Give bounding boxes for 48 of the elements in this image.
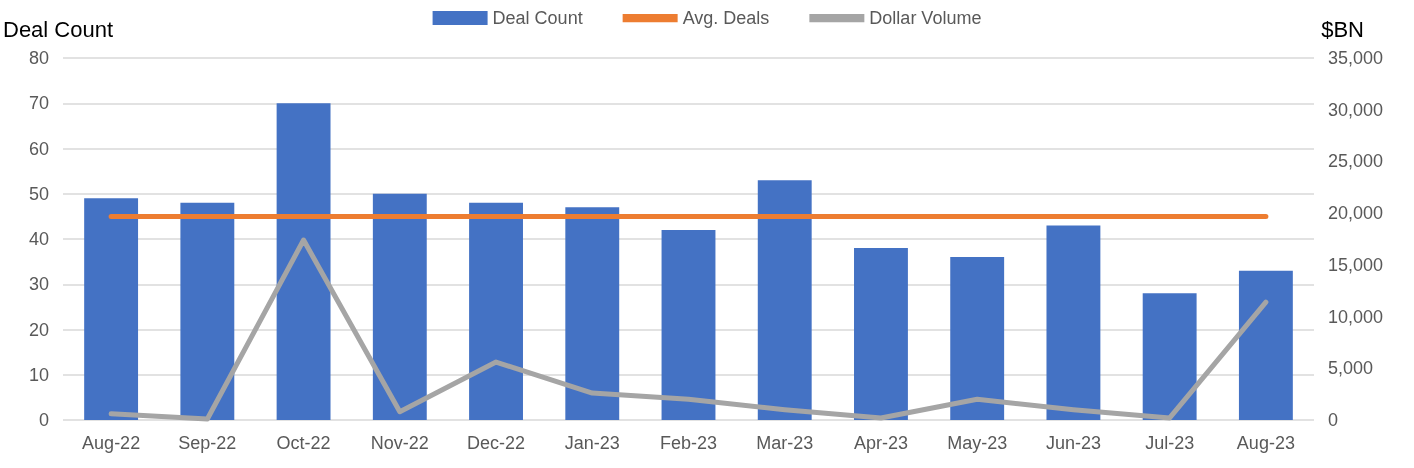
- legend-label: Deal Count: [492, 8, 583, 28]
- x-tick-label: Feb-23: [659, 433, 718, 453]
- y-tick-label: 20: [28, 319, 49, 340]
- bar: [372, 193, 427, 420]
- y2-tick-label: 35,000: [1328, 48, 1384, 68]
- y-tick-label: 50: [28, 183, 49, 204]
- bar: [1046, 225, 1101, 420]
- x-tick-label: Dec-22: [467, 433, 526, 453]
- legend-label: Avg. Deals: [682, 8, 770, 28]
- y2-tick-label: 15,000: [1328, 254, 1384, 275]
- bar: [661, 229, 716, 420]
- bar: [276, 103, 331, 420]
- y2-tick-label: 25,000: [1328, 151, 1384, 172]
- bar: [1238, 270, 1293, 420]
- y2-tick-label: 0: [1328, 410, 1339, 430]
- bar: [469, 202, 523, 420]
- x-tick-label: Jan-23: [564, 433, 620, 453]
- y2-tick-label: 20,000: [1328, 203, 1384, 224]
- y2-axis-title: $BN: [1321, 16, 1364, 42]
- bar: [84, 198, 139, 420]
- x-tick-label: Aug-23: [1236, 433, 1295, 453]
- y-tick-label: 80: [28, 48, 49, 68]
- bar: [1142, 293, 1197, 420]
- bar: [950, 257, 1005, 420]
- y-tick-label: 10: [28, 364, 49, 385]
- x-tick-label: Sep-22: [178, 433, 237, 453]
- y2-tick-label: 30,000: [1328, 99, 1384, 120]
- x-tick-label: Mar-23: [756, 433, 814, 453]
- x-tick-label: Aug-22: [82, 433, 141, 453]
- x-tick-label: Oct-22: [276, 433, 331, 453]
- x-tick-label: Jul-23: [1145, 433, 1195, 453]
- y-tick-label: 30: [28, 274, 49, 295]
- y-axis-title: Deal Count: [3, 16, 114, 42]
- x-tick-label: May-23: [947, 433, 1008, 453]
- x-tick-label: Apr-23: [853, 433, 908, 453]
- bar: [565, 207, 620, 420]
- y-tick-label: 0: [38, 410, 49, 430]
- y-tick-label: 60: [28, 138, 49, 159]
- y2-tick-label: 10,000: [1328, 306, 1384, 327]
- y2-tick-label: 5,000: [1328, 358, 1374, 379]
- y-tick-label: 40: [28, 229, 49, 249]
- bar: [854, 248, 908, 420]
- bar: [180, 202, 235, 420]
- y-tick-label: 70: [28, 93, 49, 114]
- legend-label: Dollar Volume: [869, 8, 982, 28]
- x-tick-label: Jun-23: [1045, 433, 1101, 453]
- x-tick-label: Nov-22: [370, 433, 429, 453]
- bar: [757, 180, 812, 420]
